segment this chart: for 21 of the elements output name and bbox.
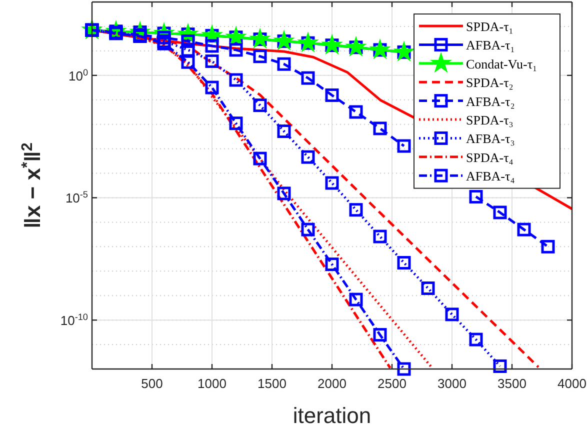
- legend-label: AFBA-τ₁: [466, 38, 515, 53]
- x-tick-label: 2500: [378, 376, 406, 391]
- x-tick-label: 3000: [438, 376, 466, 391]
- x-tick-label: 3500: [498, 376, 526, 391]
- legend-label: SPDA-τ₁: [466, 19, 514, 34]
- x-axis-title: iteration: [292, 403, 372, 428]
- x-tick-label: 1500: [258, 376, 286, 391]
- legend-label: SPDA-τ₃: [466, 112, 514, 128]
- legend-label: AFBA-τ₂: [466, 94, 515, 109]
- legend-label: Condat-Vu-τ₁: [466, 56, 538, 72]
- legend-label: SPDA-τ₄: [466, 150, 514, 165]
- y-tick-label: 10$^{-5}$: [65, 190, 88, 206]
- x-tick-label: 2000: [318, 376, 346, 391]
- y-tick-label: 10$^{0}$: [68, 67, 88, 84]
- legend-label: SPDA-τ₂: [466, 75, 514, 90]
- y-tick-label: 10$^{-10}$: [60, 312, 88, 328]
- x-tick-label: 1000: [198, 376, 226, 391]
- legend-label: AFBA-τ₃: [466, 131, 515, 146]
- legend-label: AFBA-τ₄: [466, 168, 516, 184]
- x-tick-label: 500: [141, 376, 163, 391]
- x-tick-label: 4000: [558, 376, 586, 391]
